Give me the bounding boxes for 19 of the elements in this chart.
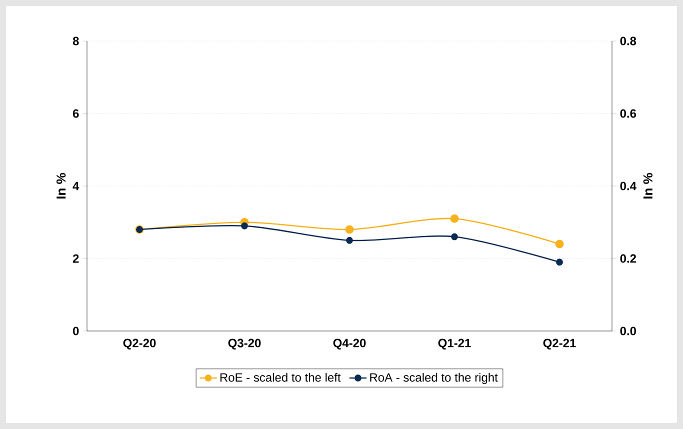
y2-tick-label: 0.2 <box>620 254 636 263</box>
y-tick-label: 8 <box>72 36 79 46</box>
y-tick-label: 4 <box>72 182 80 190</box>
y2-axis-title: In % <box>643 172 652 199</box>
y2-tick-label: 0.8 <box>620 36 636 46</box>
y-tick-label: 2 <box>72 254 79 263</box>
x-tick-label: Q2-21 <box>543 338 576 350</box>
legend-label: RoE - scaled to the left <box>220 372 341 382</box>
y-tick-label: 6 <box>72 109 79 118</box>
x-tick-label: Q1-21 <box>438 338 471 350</box>
x-tick-label: Q3-20 <box>228 338 261 350</box>
y2-tick-label: 0.0 <box>620 326 636 336</box>
y-axis-title: In % <box>56 172 66 199</box>
legend-label: RoA - scaled to the right <box>370 372 498 384</box>
x-tick-label: Q4-20 <box>333 338 366 350</box>
y2-tick-label: 0.6 <box>620 109 636 118</box>
y2-tick-label: 0.4 <box>620 182 636 190</box>
x-tick-label: Q2-20 <box>123 338 156 350</box>
y-tick-label: 0 <box>72 326 79 336</box>
